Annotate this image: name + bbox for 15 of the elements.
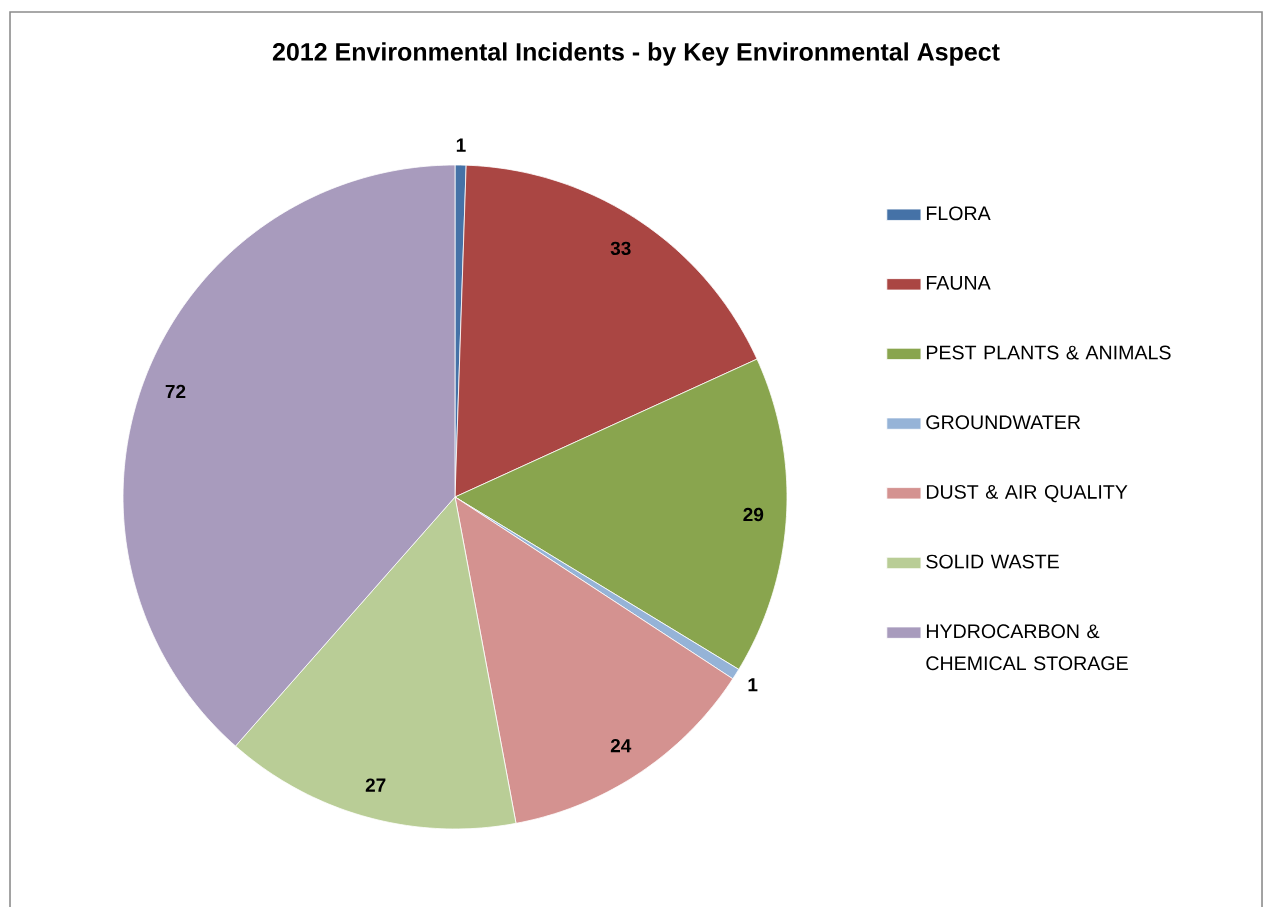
legend-label: GROUNDWATER (926, 415, 1081, 430)
chart-title: 2012 Environmental Incidents - by Key Environmental Aspect (272, 42, 1000, 66)
legend-label: DUST & AIR QUALITY (926, 484, 1128, 503)
data-label: 1 (748, 678, 758, 692)
legend-label: SOLID WASTE (926, 554, 1059, 569)
data-label: 1 (456, 138, 466, 152)
legend-label: HYDROCARBON & CHEMICAL STORAGE (926, 624, 1128, 671)
legend-label: PEST PLANTS & ANIMALS (926, 345, 1171, 360)
data-label: 29 (743, 507, 764, 522)
data-label: 33 (610, 241, 631, 256)
legend-label: FLORA (926, 206, 991, 221)
data-label: 24 (610, 738, 632, 753)
data-label: 27 (365, 778, 386, 792)
legend-label: FAUNA (926, 276, 991, 290)
data-label: 72 (165, 384, 186, 399)
